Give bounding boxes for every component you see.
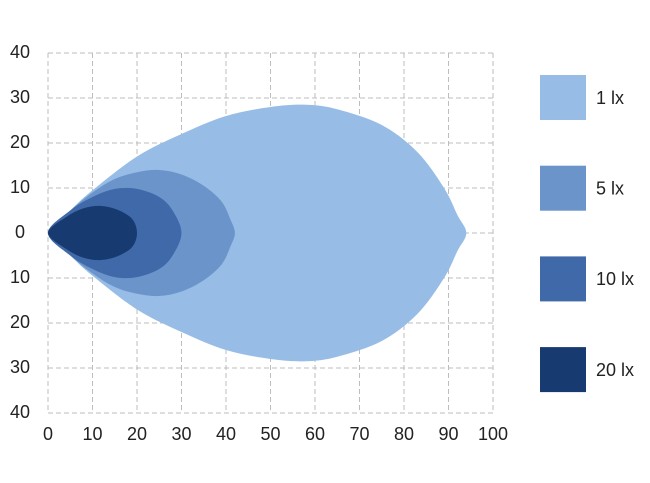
y-tick-label: 10 [10, 267, 30, 287]
y-tick-label: 40 [10, 402, 30, 422]
y-tick-label: 20 [10, 132, 30, 152]
y-tick-label: 30 [10, 357, 30, 377]
isolux-area [48, 205, 137, 261]
x-tick-label: 60 [305, 424, 325, 444]
y-tick-label: 10 [10, 177, 30, 197]
y-tick-label: 20 [10, 312, 30, 332]
x-tick-label: 90 [438, 424, 458, 444]
legend-swatch [540, 256, 586, 302]
y-tick-label: 30 [10, 87, 30, 107]
x-tick-label: 50 [260, 424, 280, 444]
legend-swatch [540, 347, 586, 393]
legend-label: 20 lx [596, 360, 634, 380]
legend-label: 1 lx [596, 88, 624, 108]
x-tick-label: 10 [82, 424, 102, 444]
y-tick-label: 40 [10, 42, 30, 62]
isolux-area [48, 104, 467, 362]
x-tick-label: 100 [478, 424, 508, 444]
legend-label: 5 lx [596, 178, 624, 198]
x-tick-label: 80 [394, 424, 414, 444]
legend-swatch [540, 165, 586, 211]
legend-label: 10 lx [596, 269, 634, 289]
x-tick-label: 0 [43, 424, 53, 444]
legend-swatch [540, 75, 586, 120]
x-tick-label: 40 [216, 424, 236, 444]
y-tick-label: 0 [15, 222, 25, 242]
x-tick-label: 30 [171, 424, 191, 444]
x-tick-label: 20 [127, 424, 147, 444]
x-tick-label: 70 [349, 424, 369, 444]
